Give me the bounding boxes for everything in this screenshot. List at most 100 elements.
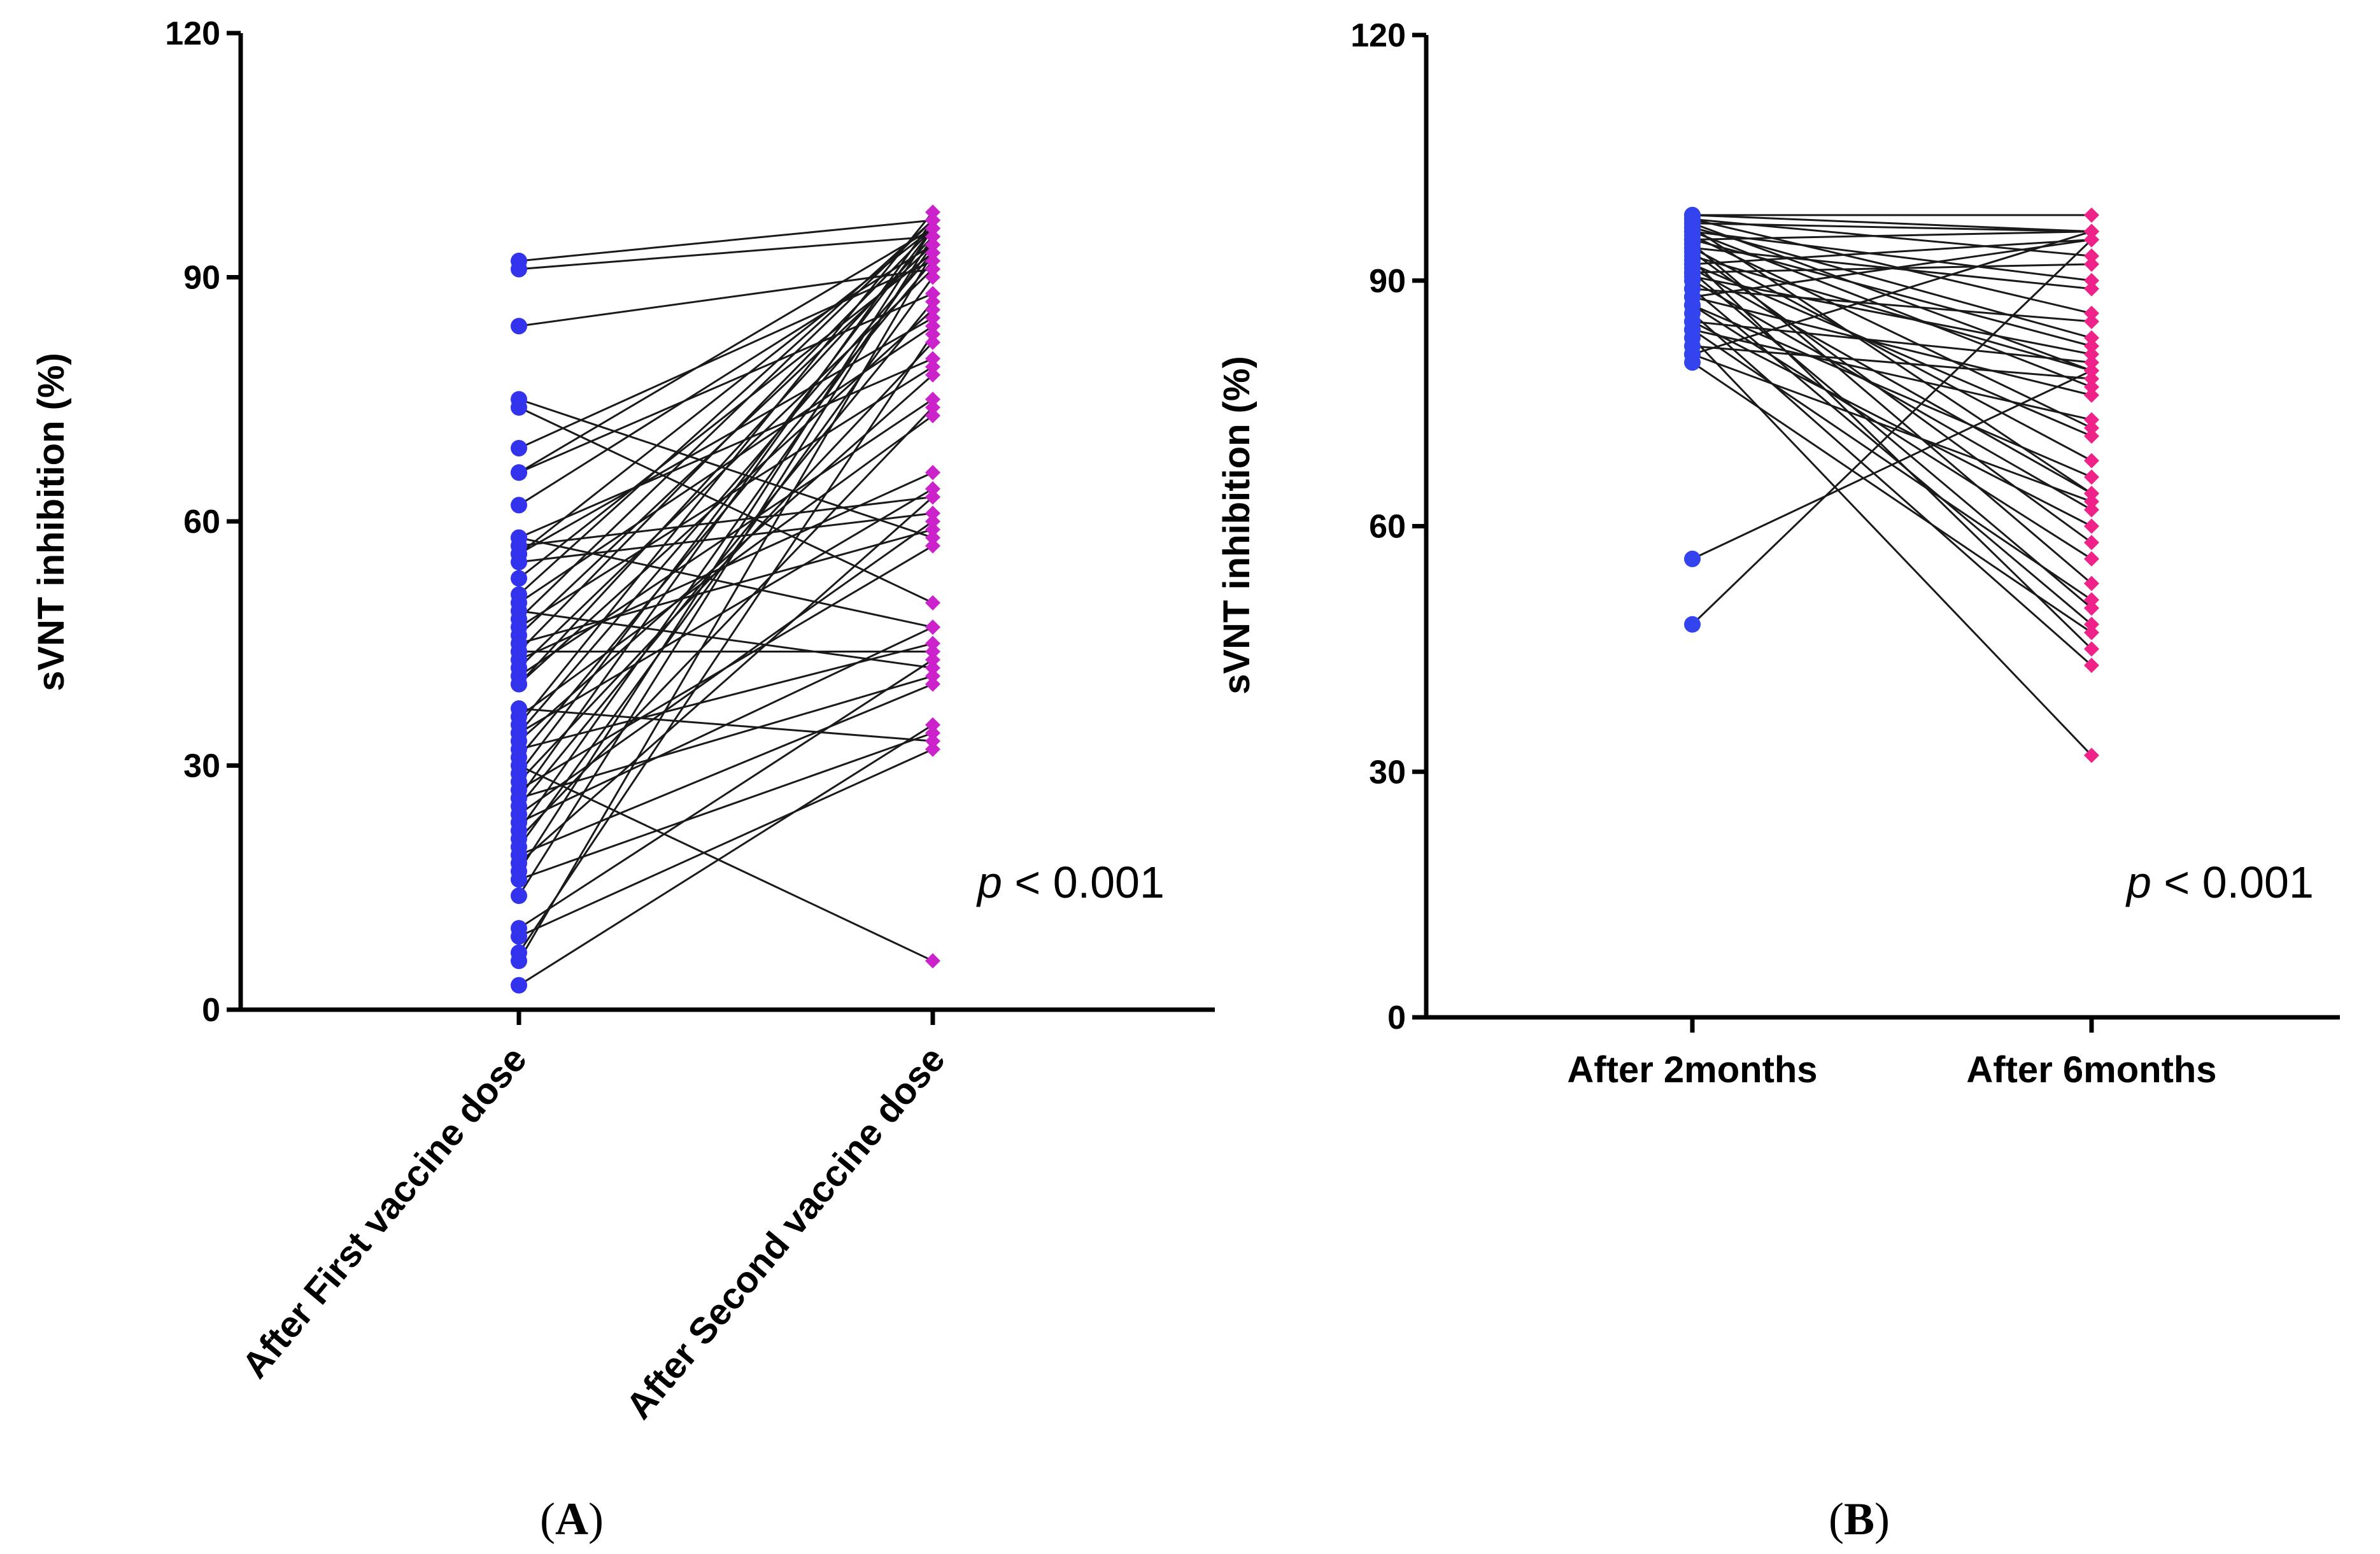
- pair-line-b-25: [1692, 279, 2092, 511]
- pair-line-a-44: [518, 300, 934, 807]
- pair-line-a-33: [518, 488, 933, 734]
- point-b-t2-36: [2084, 592, 2099, 608]
- point-a-t2-53: [925, 725, 940, 741]
- pair-line-a-19: [518, 219, 934, 620]
- pair-line-b-19: [1692, 238, 2092, 265]
- point-b-t2-8: [2084, 272, 2099, 288]
- pair-line-a-53: [518, 731, 933, 880]
- pair-line-b-39: [1692, 353, 2092, 503]
- pair-line-b-6: [1692, 226, 2092, 339]
- pair-lines-a: [518, 211, 934, 986]
- point-b-t2-0: [2084, 207, 2099, 223]
- point-a-t2-25: [925, 465, 940, 481]
- point-a-t2-55: [925, 652, 940, 668]
- point-a-t2-35: [925, 367, 940, 383]
- y-tick-label-b-4: 120: [1350, 17, 1406, 54]
- point-a-t2-50: [925, 676, 940, 692]
- point-a-t2-3: [925, 530, 940, 546]
- pair-line-a-43: [518, 220, 934, 799]
- pair-line-a-38: [518, 765, 933, 962]
- pair-line-a-50: [518, 683, 933, 856]
- point-a-t1-2: [511, 318, 527, 335]
- point-b-t2-18: [2084, 641, 2099, 657]
- point-b-t2-24: [2084, 346, 2099, 362]
- pair-line-a-15: [518, 251, 933, 579]
- point-b-t2-16: [2084, 535, 2099, 551]
- point-a-t1-14: [511, 553, 527, 570]
- pair-line-b-10: [1692, 234, 2092, 429]
- pair-line-a-42: [518, 675, 933, 800]
- points-a: [511, 204, 940, 994]
- point-a-t2-13: [925, 310, 940, 326]
- point-a-t2-37: [925, 253, 940, 269]
- x-ticks-b: [1690, 1017, 2094, 1033]
- y-tick-label-a-3: 90: [183, 260, 220, 297]
- pair-line-a-5: [518, 260, 933, 449]
- point-a-t2-51: [925, 489, 940, 505]
- point-a-t2-38: [925, 953, 940, 969]
- category-label-a-0: After First vaccine dose: [234, 1039, 534, 1387]
- pair-line-b-33: [1692, 320, 2092, 364]
- y-axis-title-a: sVNT inhibition (%): [31, 353, 72, 691]
- pair-line-a-0: [518, 219, 933, 262]
- pair-line-a-22: [518, 528, 933, 645]
- point-a-t2-43: [925, 213, 940, 229]
- point-b-t2-28: [2084, 387, 2099, 403]
- pair-line-a-28: [518, 236, 934, 685]
- point-b-t2-30: [2084, 551, 2099, 567]
- point-a-t2-32: [925, 204, 940, 220]
- point-b-t2-31: [2084, 469, 2099, 485]
- pair-line-b-42: [1692, 369, 2092, 560]
- point-b-t2-38: [2084, 371, 2099, 387]
- pair-line-a-51: [518, 496, 933, 865]
- point-a-t2-44: [925, 293, 940, 309]
- point-b-t2-35: [2084, 412, 2099, 428]
- y-tick-label-a-2: 60: [183, 504, 220, 540]
- y-axis-title-b: sVNT inhibition (%): [1216, 356, 1257, 695]
- pair-line-a-2: [518, 268, 933, 327]
- point-b-t2-9: [2084, 379, 2099, 395]
- point-a-t2-59: [925, 717, 940, 733]
- point-b-t1-42: [1684, 550, 1701, 567]
- pair-line-a-7: [518, 292, 933, 474]
- y-tick-label-b-2: 60: [1369, 509, 1406, 546]
- point-a-t2-56: [925, 741, 940, 757]
- panel-letter-b: B: [1844, 1494, 1874, 1544]
- point-b-t1-41: [1684, 354, 1701, 371]
- y-tick-label-a-1: 30: [183, 748, 220, 785]
- pair-line-b-4: [1692, 222, 2092, 372]
- point-b-t2-2: [2084, 248, 2099, 264]
- point-a-t2-42: [925, 668, 940, 684]
- y-tick-label-a-4: 120: [165, 15, 220, 52]
- point-a-t2-18: [925, 660, 940, 676]
- pair-line-a-55: [518, 659, 933, 929]
- point-a-t2-29: [925, 302, 940, 318]
- point-b-t2-20: [2084, 428, 2099, 444]
- panel-label-b: (B): [1829, 1494, 1890, 1544]
- pair-line-a-16: [518, 219, 934, 596]
- y-ticks-b: 0 30 60 90 120: [1350, 17, 1426, 1036]
- pair-line-b-20: [1692, 263, 2092, 437]
- point-a-t2-47: [925, 237, 940, 253]
- point-a-t2-14: [925, 505, 940, 521]
- point-a-t1-54: [511, 887, 527, 905]
- pair-line-a-39: [518, 227, 934, 775]
- category-label-a-1: After Second vaccine dose: [618, 1039, 953, 1427]
- point-b-t2-26: [2084, 314, 2099, 330]
- p-text-a: < 0.001: [1002, 858, 1165, 907]
- pair-line-b-37: [1691, 337, 2093, 756]
- point-b-t2-15: [2084, 281, 2099, 297]
- pair-line-b-17: [1692, 255, 2092, 372]
- category-label-b-1: After 6months: [1966, 1049, 2216, 1091]
- point-b-t2-42: [2084, 363, 2099, 379]
- point-a-t1-4: [511, 399, 527, 416]
- point-a-t2-41: [925, 538, 940, 554]
- pair-line-b-29: [1692, 238, 2092, 298]
- pair-line-a-11: [518, 496, 933, 547]
- pair-line-a-32: [518, 211, 934, 726]
- panel-a: 0 30 60 90 120 sVNT inhibition (%) After Fir…: [31, 15, 1215, 1544]
- pair-line-a-8: [518, 244, 933, 506]
- point-a-t2-27: [925, 392, 940, 407]
- point-b-t2-25: [2084, 502, 2099, 518]
- point-a-t1-5: [511, 439, 527, 456]
